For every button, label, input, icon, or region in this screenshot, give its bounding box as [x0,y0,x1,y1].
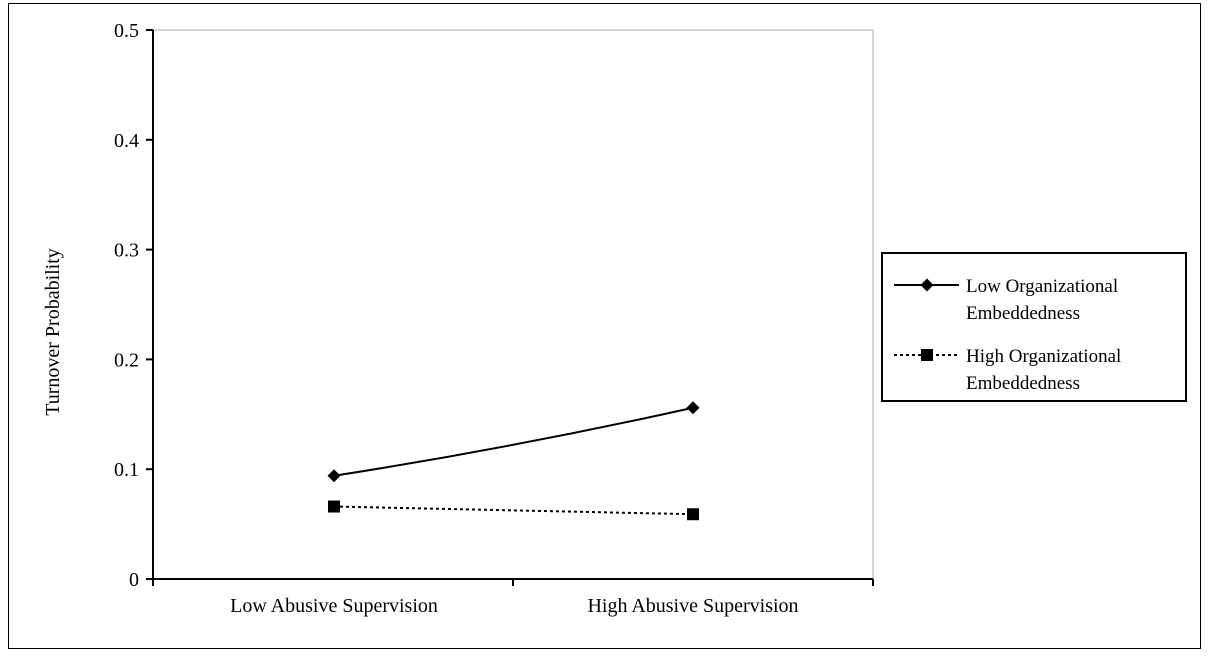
data-point [687,508,699,521]
y-tick-label: 0.4 [114,130,139,152]
y-axis: 0 0.1 0.2 0.3 0.4 0.5 [114,20,154,591]
series-line [333,406,694,477]
legend-label: Low Organizational [966,276,1118,297]
data-point [686,401,700,415]
y-tick-label: 0.5 [114,20,139,42]
legend-label: Embeddedness [966,373,1080,394]
x-tick-label: High Abusive Supervision [587,595,798,617]
x-tick-label: Low Abusive Supervision [230,595,438,617]
series-layer [327,401,700,521]
line-chart: 0 0.1 0.2 0.3 0.4 0.5 Low Abusive Supervision… [42,20,1187,617]
y-tick-label: 0.3 [114,240,139,262]
legend-box [881,252,1187,402]
y-tick-label: 0.1 [114,459,139,481]
legend-label: Embeddedness [966,303,1080,324]
legend-marker [920,278,934,292]
legend-items: Low Organizational Embeddedness High Organ… [894,276,1121,394]
legend-marker [921,349,933,361]
chart-frame: 0 0.1 0.2 0.3 0.4 0.5 Low Abusive Supervision… [8,3,1201,649]
legend: Low Organizational Embeddedness High Organ… [881,252,1187,402]
legend-label: High Organizational [966,346,1121,367]
plot-area [152,29,874,580]
y-tick-label: 0.2 [114,349,139,371]
x-axis: Low Abusive Supervision High Abusive Supe… [152,578,874,617]
y-tick-label: 0 [129,569,139,591]
y-axis-label: Turnover Probability [42,248,64,416]
data-point [328,500,340,513]
data-point [327,469,341,483]
